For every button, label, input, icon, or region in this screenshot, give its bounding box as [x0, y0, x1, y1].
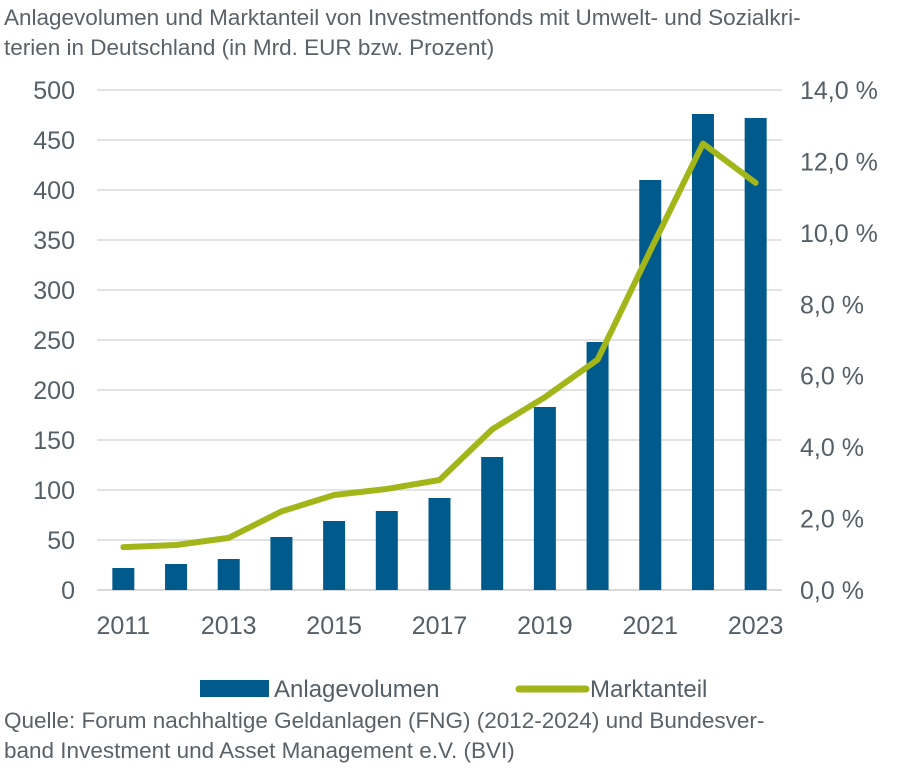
- y-left-tick-label: 150: [33, 427, 75, 455]
- bar-2016: [375, 511, 398, 590]
- legend-label-marktanteil: Marktanteil: [590, 676, 707, 703]
- legend-label-anlagevolumen: Anlagevolumen: [274, 676, 439, 703]
- y-left-tick-label: 350: [33, 227, 75, 255]
- chart-title-line-1: Anlagevolumen und Marktanteil von Invest…: [4, 5, 801, 30]
- y-right-tick-label: 6,0 %: [800, 363, 864, 391]
- y-left-tick-label: 300: [33, 277, 75, 305]
- x-tick-label: 2015: [306, 612, 362, 640]
- x-tick-label: 2011: [96, 612, 150, 640]
- bar-2022: [691, 114, 714, 590]
- bar-2023: [744, 118, 767, 590]
- chart-title: Anlagevolumen und Marktanteil von Invest…: [4, 3, 896, 63]
- y-right-tick-label: 0,0 %: [800, 577, 864, 605]
- x-tick-label: 2013: [201, 612, 257, 640]
- y-right-tick-label: 10,0 %: [800, 220, 878, 248]
- bar-2014: [270, 537, 293, 590]
- bar-2011: [112, 568, 135, 590]
- chart-title-line-2: terien in Deutschland (in Mrd. EUR bzw. …: [4, 35, 495, 60]
- source-note: Quelle: Forum nachhaltige Geldanlagen (F…: [4, 706, 896, 766]
- legend-swatch-anlagevolumen: [200, 680, 269, 697]
- x-tick-label: 2021: [622, 612, 678, 640]
- bar-series-anlagevolumen: [112, 114, 767, 590]
- y-left-tick-label: 0: [61, 577, 75, 605]
- y-left-tick-label: 100: [33, 477, 75, 505]
- x-tick-label: 2023: [728, 612, 784, 640]
- y-right-tick-label: 8,0 %: [800, 291, 864, 319]
- bar-2015: [323, 521, 346, 590]
- line-series-marktanteil: [120, 140, 759, 551]
- y-left-tick-label: 450: [33, 127, 75, 155]
- y-left-tick-label: 250: [33, 327, 75, 355]
- y-right-tick-label: 14,0 %: [800, 77, 878, 105]
- y-right-tick-label: 2,0 %: [800, 506, 864, 534]
- bar-2018: [481, 457, 504, 590]
- gridlines: [97, 89, 782, 591]
- source-line-2: band Investment und Asset Management e.V…: [4, 738, 515, 763]
- y-right-tick-label: 12,0 %: [800, 148, 878, 176]
- y-axis-left: 0 50 100 150 200 250 300 350 400 450 500: [33, 77, 75, 605]
- legend: Anlagevolumen Marktanteil: [200, 676, 707, 703]
- y-left-tick-label: 50: [47, 527, 75, 555]
- bar-2013: [217, 559, 240, 590]
- bar-2012: [165, 564, 188, 590]
- source-line-1: Quelle: Forum nachhaltige Geldanlagen (F…: [4, 708, 765, 733]
- bar-2017: [428, 498, 451, 590]
- y-right-tick-label: 4,0 %: [800, 434, 864, 462]
- y-left-tick-label: 200: [33, 377, 75, 405]
- bar-2019: [533, 407, 556, 590]
- x-tick-label: 2019: [517, 612, 573, 640]
- y-left-tick-label: 400: [33, 177, 75, 205]
- y-axis-right: 0,0 % 2,0 % 4,0 % 6,0 % 8,0 % 10,0 % 12,0 % 14,…: [800, 77, 878, 605]
- bar-2020: [586, 342, 609, 590]
- bar-2021: [639, 180, 662, 590]
- x-tick-label: 2017: [412, 612, 468, 640]
- x-axis: 2011 2013 2015 2017 2019 2021 2023: [96, 612, 783, 640]
- y-left-tick-label: 500: [33, 77, 75, 105]
